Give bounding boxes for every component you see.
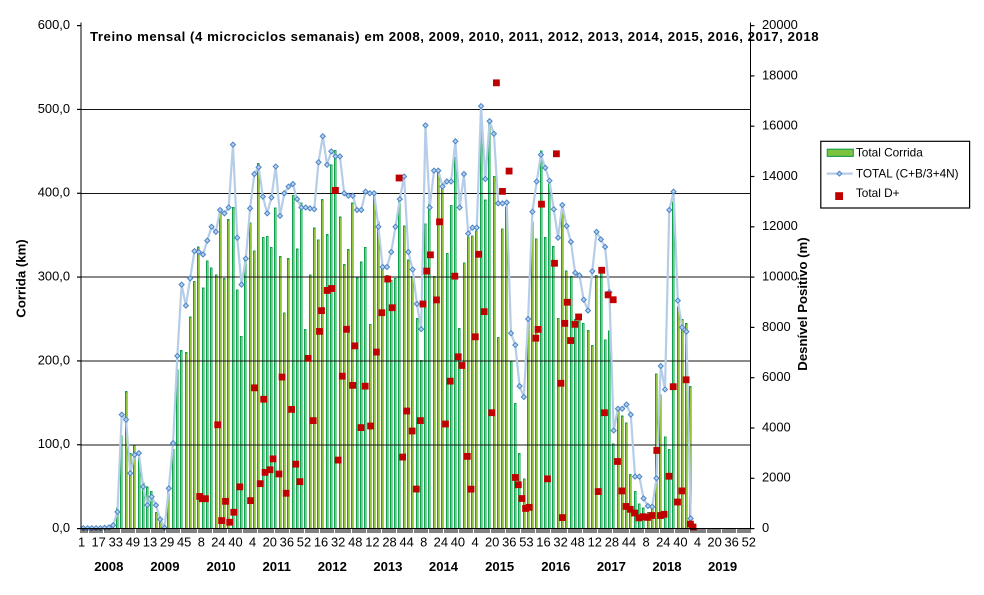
svg-text:2015: 2015 [485,559,514,574]
svg-text:20000: 20000 [762,17,798,32]
svg-text:Desnível Positivo (m): Desnível Positivo (m) [795,237,810,370]
svg-text:4: 4 [249,535,256,550]
svg-text:20: 20 [707,535,721,550]
svg-text:36: 36 [502,535,516,550]
svg-text:10000: 10000 [762,269,798,284]
svg-text:8: 8 [420,535,427,550]
svg-text:400,0: 400,0 [38,185,70,200]
svg-text:2019: 2019 [708,559,737,574]
svg-text:44: 44 [622,535,636,550]
svg-text:300,0: 300,0 [38,269,70,284]
svg-text:0: 0 [762,520,769,535]
svg-text:44: 44 [399,535,413,550]
svg-text:2000: 2000 [762,470,791,485]
svg-text:Total Corrida: Total Corrida [856,146,923,160]
svg-text:20: 20 [485,535,499,550]
svg-text:28: 28 [605,535,619,550]
svg-text:32: 32 [553,535,567,550]
svg-text:53: 53 [519,535,533,550]
svg-text:36: 36 [725,535,739,550]
svg-text:2018: 2018 [652,559,681,574]
svg-text:Treino mensal (4 microciclos s: Treino mensal (4 microciclos semanais) e… [90,29,819,44]
svg-text:24: 24 [434,535,448,550]
svg-text:100,0: 100,0 [38,436,70,451]
svg-text:29: 29 [160,535,174,550]
svg-text:20: 20 [263,535,277,550]
svg-text:48: 48 [348,535,362,550]
svg-text:16000: 16000 [762,118,798,133]
svg-text:49: 49 [126,535,140,550]
svg-text:40: 40 [228,535,242,550]
svg-text:40: 40 [673,535,687,550]
svg-text:24: 24 [656,535,670,550]
svg-text:8000: 8000 [762,319,791,334]
svg-text:1: 1 [78,535,85,550]
svg-text:2017: 2017 [597,559,626,574]
svg-text:45: 45 [177,535,191,550]
svg-text:2013: 2013 [373,559,402,574]
svg-text:8: 8 [198,535,205,550]
svg-text:Total D+: Total D+ [856,186,900,200]
svg-text:12: 12 [588,535,602,550]
svg-text:6000: 6000 [762,369,791,384]
svg-text:16: 16 [314,535,328,550]
svg-text:18000: 18000 [762,67,798,82]
svg-text:4: 4 [694,535,701,550]
svg-text:500,0: 500,0 [38,101,70,116]
svg-text:28: 28 [382,535,396,550]
svg-text:2014: 2014 [429,559,459,574]
svg-text:17: 17 [91,535,105,550]
svg-text:2012: 2012 [318,559,347,574]
svg-text:48: 48 [571,535,585,550]
svg-text:36: 36 [280,535,294,550]
svg-text:12: 12 [365,535,379,550]
svg-text:2011: 2011 [262,559,290,574]
svg-text:Corrida (km): Corrida (km) [14,239,29,317]
svg-text:8: 8 [643,535,650,550]
svg-text:16: 16 [536,535,550,550]
svg-text:32: 32 [331,535,345,550]
svg-text:2016: 2016 [541,559,570,574]
svg-text:0,0: 0,0 [52,520,70,535]
svg-text:600,0: 600,0 [38,17,70,32]
svg-text:40: 40 [451,535,465,550]
svg-text:2008: 2008 [94,559,123,574]
svg-text:24: 24 [211,535,225,550]
svg-text:2010: 2010 [207,559,236,574]
svg-text:33: 33 [109,535,123,550]
svg-text:TOTAL (C+B/3+4N): TOTAL (C+B/3+4N) [856,167,959,181]
svg-text:4: 4 [471,535,478,550]
svg-text:13: 13 [143,535,157,550]
svg-text:52: 52 [297,535,311,550]
svg-text:12000: 12000 [762,218,798,233]
svg-text:14000: 14000 [762,168,798,183]
svg-text:2009: 2009 [150,559,179,574]
svg-text:52: 52 [742,535,756,550]
svg-text:4000: 4000 [762,419,791,434]
svg-text:200,0: 200,0 [38,352,70,367]
